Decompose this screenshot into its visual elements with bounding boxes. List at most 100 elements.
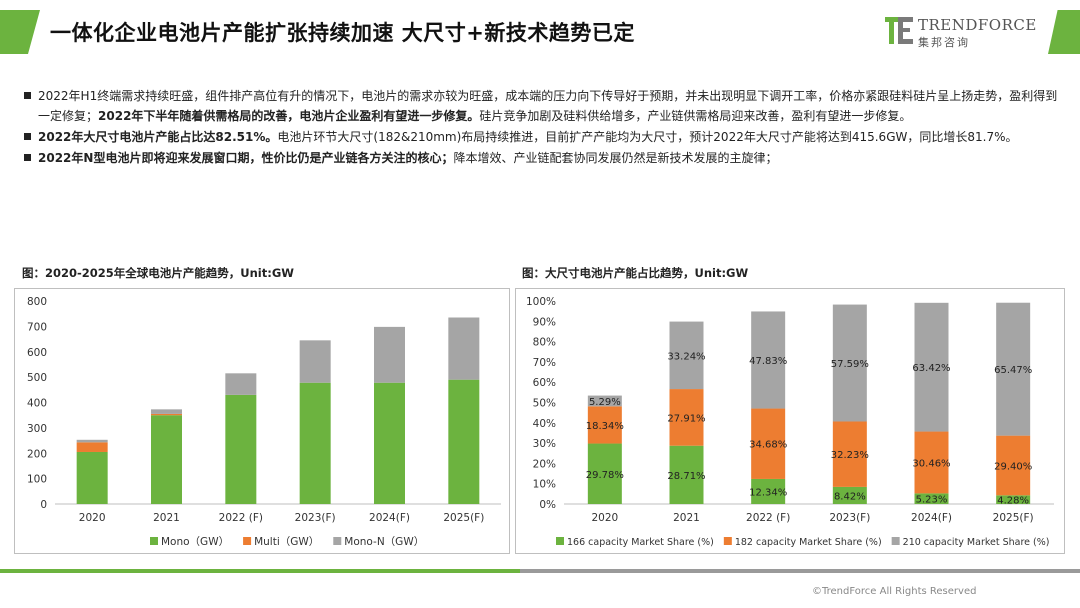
bullet-text: 电池片环节大尺寸(182&210mm)布局持续推进，目前扩产产能均为大尺寸，预计… bbox=[277, 130, 1018, 144]
bar-segment bbox=[374, 382, 405, 504]
bar-segment bbox=[225, 394, 257, 504]
legend-swatch bbox=[150, 537, 158, 545]
legend-label: Mono-N（GW） bbox=[344, 536, 424, 548]
bar-segment bbox=[832, 304, 867, 422]
bullet-emphasis: 2022年大尺寸电池片产能占比达82.51%。 bbox=[38, 130, 278, 144]
bar-segment bbox=[914, 302, 949, 432]
data-label: 8.42% bbox=[834, 491, 866, 502]
bar-segment bbox=[299, 382, 331, 504]
data-label: 29.78% bbox=[586, 470, 624, 481]
bar-segment bbox=[76, 439, 108, 443]
legend-label: 210 capacity Market Share (%) bbox=[903, 537, 1050, 548]
trendforce-logo-icon bbox=[884, 16, 914, 46]
bullet-text: 硅片竞争加剧及硅料供给增多，产业链供需格局迎来改善，盈利有望进一步修复。 bbox=[479, 109, 912, 123]
legend-label: 166 capacity Market Share (%) bbox=[567, 537, 714, 548]
bar-segment bbox=[225, 373, 257, 395]
x-tick-label: 2021 bbox=[153, 512, 180, 524]
bar-segment bbox=[996, 302, 1031, 436]
y-tick-label: 700 bbox=[27, 321, 47, 333]
data-label: 30.46% bbox=[912, 458, 950, 469]
bar-segment bbox=[587, 443, 622, 504]
chart1-title: 图：2020-2025年全球电池片产能趋势，Unit:GW bbox=[22, 266, 294, 280]
data-label: 57.59% bbox=[831, 359, 869, 370]
chart1-frame: 0 100 200 300 400 500 600 700 800 2020 2021 2022 (F… bbox=[14, 288, 510, 554]
y-tick-label: 60% bbox=[533, 377, 556, 389]
bar-segment bbox=[832, 421, 867, 487]
bar-segment bbox=[374, 326, 405, 383]
legend-swatch bbox=[333, 537, 342, 545]
page-title: 一体化企业电池片产能扩张持续加速 大尺寸+新技术趋势已定 bbox=[50, 21, 635, 45]
y-tick-label: 0% bbox=[539, 499, 556, 511]
x-tick-label: 2024(F) bbox=[911, 512, 952, 524]
bar-segment bbox=[996, 435, 1031, 496]
y-tick-label: 10% bbox=[533, 479, 556, 491]
x-tick-label: 2022 (F) bbox=[746, 512, 790, 524]
chart2-frame: 0% 10% 20% 30% 40% 50% 60% 70% 80% 90% 100% 29.78% 1… bbox=[515, 288, 1065, 554]
bar-segment bbox=[751, 408, 786, 479]
x-tick-label: 2020 bbox=[591, 512, 618, 524]
bullet-text: 2022年H1终端需求持续旺盛，组件排产高位有升的情况下，电池片的需求亦较为旺盛… bbox=[38, 89, 1058, 123]
title-accent-left bbox=[0, 10, 40, 54]
data-label: 28.71% bbox=[667, 471, 705, 482]
title-accent-right bbox=[1048, 10, 1080, 54]
x-tick-label: 2025(F) bbox=[443, 512, 484, 524]
y-tick-label: 30% bbox=[533, 438, 556, 450]
data-label: 33.24% bbox=[667, 351, 705, 362]
y-tick-label: 50% bbox=[533, 398, 556, 410]
bar-segment bbox=[76, 451, 108, 504]
chart2-svg: 0% 10% 20% 30% 40% 50% 60% 70% 80% 90% 100% 29.78% 1… bbox=[526, 296, 1054, 548]
y-tick-label: 300 bbox=[27, 423, 47, 435]
x-tick-label: 2021 bbox=[673, 512, 700, 524]
bar-segment bbox=[669, 445, 704, 504]
y-tick-label: 0 bbox=[40, 499, 47, 511]
data-label: 18.34% bbox=[586, 421, 624, 432]
bar-segment bbox=[587, 395, 622, 407]
data-label: 5.29% bbox=[589, 397, 621, 408]
data-label: 65.47% bbox=[994, 365, 1032, 376]
y-tick-label: 40% bbox=[533, 418, 556, 430]
bullet-emphasis: 2022年下半年随着供需格局的改善，电池片企业盈利有望进一步修复。 bbox=[98, 109, 480, 123]
x-tick-label: 2023(F) bbox=[829, 512, 870, 524]
x-tick-label: 2025(F) bbox=[993, 512, 1034, 524]
y-tick-label: 100 bbox=[27, 474, 47, 486]
bar-segment bbox=[151, 409, 182, 414]
chart1-svg: 0 100 200 300 400 500 600 700 800 2020 2021 2022 (F… bbox=[27, 296, 501, 548]
legend-label: Mono（GW） bbox=[161, 536, 229, 548]
y-tick-label: 100% bbox=[526, 296, 556, 308]
data-label: 4.28% bbox=[997, 496, 1029, 507]
bar-segment bbox=[669, 321, 704, 390]
data-label: 32.23% bbox=[831, 450, 869, 461]
y-tick-label: 400 bbox=[27, 398, 47, 410]
x-tick-label: 2024(F) bbox=[369, 512, 410, 524]
bar-segment bbox=[151, 413, 182, 416]
legend-swatch bbox=[891, 537, 900, 545]
data-label: 12.34% bbox=[749, 487, 787, 498]
legend-label: 182 capacity Market Share (%) bbox=[735, 537, 882, 548]
legend-label: Multi（GW） bbox=[254, 536, 319, 548]
bullet-list: 2022年H1终端需求持续旺盛，组件排产高位有升的情况下，电池片的需求亦较为旺盛… bbox=[22, 86, 1062, 169]
footer-bar-grey bbox=[520, 569, 1080, 573]
x-tick-label: 2022 (F) bbox=[219, 512, 263, 524]
y-tick-label: 20% bbox=[533, 458, 556, 470]
bar-segment bbox=[914, 431, 949, 494]
bullet-item: 2022年H1终端需求持续旺盛，组件排产高位有升的情况下，电池片的需求亦较为旺盛… bbox=[22, 86, 1062, 126]
bullet-item: 2022年大尺寸电池片产能占比达82.51%。电池片环节大尺寸(182&210m… bbox=[22, 127, 1062, 147]
bar-segment bbox=[751, 478, 786, 504]
bar-segment bbox=[832, 486, 867, 504]
bullet-emphasis: 2022年N型电池片即将迎来发展窗口期，性价比仍是产业链各方关注的核心； bbox=[38, 151, 454, 165]
bar-segment bbox=[914, 493, 949, 504]
bar-segment bbox=[669, 389, 704, 446]
legend-swatch bbox=[556, 537, 564, 545]
data-label: 29.40% bbox=[994, 461, 1032, 472]
chart2-title: 图：大尺寸电池片产能占比趋势，Unit:GW bbox=[522, 266, 749, 280]
bar-segment bbox=[299, 340, 331, 383]
bar-segment bbox=[448, 317, 480, 380]
copyright: ©TrendForce All Rights Reserved bbox=[812, 586, 977, 597]
data-label: 34.68% bbox=[749, 440, 787, 451]
bar-segment bbox=[996, 495, 1031, 504]
x-tick-label: 2023(F) bbox=[295, 512, 336, 524]
data-label: 5.23% bbox=[916, 495, 948, 506]
bar-segment bbox=[448, 379, 480, 504]
y-tick-label: 800 bbox=[27, 296, 47, 308]
title-bar: 一体化企业电池片产能扩张持续加速 大尺寸+新技术趋势已定 TRENDFORCE … bbox=[0, 0, 1080, 62]
